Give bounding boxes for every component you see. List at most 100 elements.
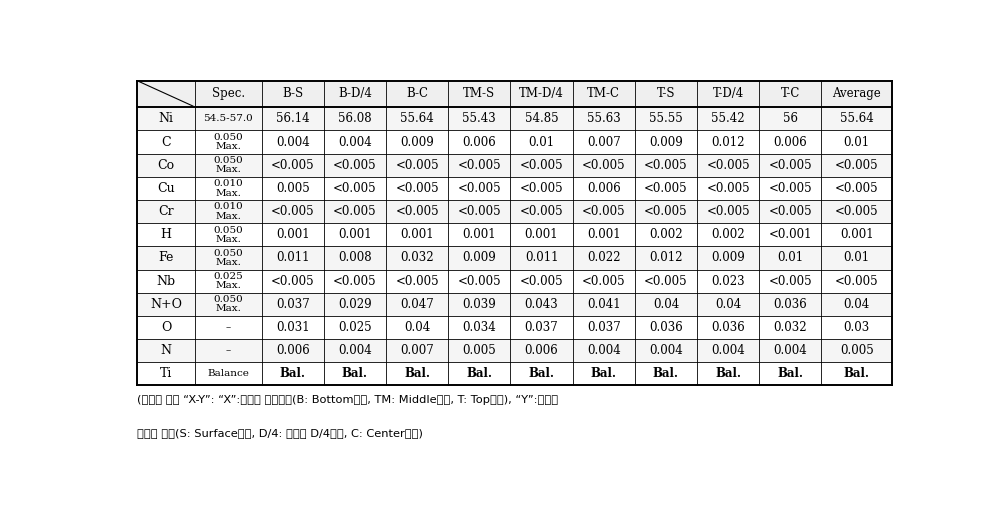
Text: <0.005: <0.005	[457, 182, 500, 195]
Text: 0.04: 0.04	[652, 298, 678, 311]
Text: <0.005: <0.005	[457, 275, 500, 288]
Text: <0.005: <0.005	[834, 275, 878, 288]
Text: 0.009: 0.009	[710, 252, 744, 265]
Text: 0.043: 0.043	[525, 298, 558, 311]
Text: <0.005: <0.005	[582, 205, 625, 218]
Text: 0.002: 0.002	[710, 228, 744, 241]
Text: 0.004: 0.004	[710, 344, 744, 357]
Text: 0.050: 0.050	[214, 249, 243, 258]
Text: <0.005: <0.005	[333, 275, 376, 288]
Text: Ti: Ti	[159, 367, 173, 380]
Text: B-C: B-C	[405, 88, 427, 101]
Text: Max.: Max.	[216, 281, 241, 290]
Bar	[137, 81, 891, 386]
Text: –: –	[226, 346, 231, 355]
Text: Bal.: Bal.	[342, 367, 367, 380]
Bar	[137, 293, 891, 316]
Text: 0.050: 0.050	[214, 133, 243, 142]
Text: 0.050: 0.050	[214, 156, 243, 165]
Text: 55.43: 55.43	[462, 113, 495, 126]
Text: 55.42: 55.42	[710, 113, 744, 126]
Text: Cr: Cr	[158, 205, 174, 218]
Text: TM-C: TM-C	[587, 88, 620, 101]
Text: <0.005: <0.005	[395, 275, 438, 288]
Text: T-C: T-C	[780, 88, 799, 101]
Text: 0.032: 0.032	[772, 321, 806, 334]
Text: 0.009: 0.009	[648, 135, 682, 148]
Text: 0.01: 0.01	[843, 135, 869, 148]
Text: Average: Average	[831, 88, 881, 101]
Bar	[137, 362, 891, 386]
Text: 0.005: 0.005	[839, 344, 873, 357]
Text: Fe: Fe	[158, 252, 174, 265]
Bar	[137, 107, 891, 130]
Bar	[137, 81, 891, 107]
Bar	[137, 223, 891, 246]
Text: <0.005: <0.005	[520, 159, 563, 172]
Text: 0.036: 0.036	[648, 321, 682, 334]
Text: Max.: Max.	[216, 304, 241, 314]
Text: 0.006: 0.006	[772, 135, 806, 148]
Text: <0.005: <0.005	[834, 205, 878, 218]
Text: <0.005: <0.005	[767, 159, 811, 172]
Text: Bal.: Bal.	[714, 367, 740, 380]
Text: 0.012: 0.012	[711, 135, 744, 148]
Text: C: C	[161, 135, 171, 148]
Text: Balance: Balance	[208, 369, 249, 378]
Text: 56: 56	[782, 113, 797, 126]
Text: 0.039: 0.039	[462, 298, 495, 311]
Text: <0.005: <0.005	[271, 205, 314, 218]
Text: <0.005: <0.005	[644, 275, 687, 288]
Text: <0.005: <0.005	[520, 205, 563, 218]
Text: 0.023: 0.023	[710, 275, 744, 288]
Text: 56.08: 56.08	[338, 113, 371, 126]
Bar	[137, 246, 891, 269]
Text: <0.001: <0.001	[768, 228, 811, 241]
Text: 55.55: 55.55	[648, 113, 682, 126]
Text: 0.006: 0.006	[586, 182, 620, 195]
Text: Bal.: Bal.	[280, 367, 305, 380]
Text: Max.: Max.	[216, 212, 241, 221]
Text: 0.04: 0.04	[843, 298, 869, 311]
Text: Bal.: Bal.	[465, 367, 491, 380]
Bar	[137, 316, 891, 339]
Text: TM-S: TM-S	[462, 88, 494, 101]
Text: 0.036: 0.036	[772, 298, 806, 311]
Text: 0.050: 0.050	[214, 226, 243, 234]
Text: <0.005: <0.005	[395, 205, 438, 218]
Text: 56.14: 56.14	[276, 113, 309, 126]
Text: Nb: Nb	[156, 275, 176, 288]
Text: 0.001: 0.001	[840, 228, 873, 241]
Text: N: N	[160, 344, 172, 357]
Text: –: –	[226, 323, 231, 332]
Text: Ni: Ni	[158, 113, 174, 126]
Text: <0.005: <0.005	[705, 205, 749, 218]
Text: 0.04: 0.04	[714, 298, 740, 311]
Text: <0.005: <0.005	[457, 159, 500, 172]
Text: Max.: Max.	[216, 258, 241, 267]
Text: <0.005: <0.005	[834, 159, 878, 172]
Text: <0.005: <0.005	[333, 159, 376, 172]
Text: Bal.: Bal.	[652, 367, 678, 380]
Text: 0.001: 0.001	[276, 228, 309, 241]
Text: B-D/4: B-D/4	[338, 88, 371, 101]
Text: 0.004: 0.004	[586, 344, 620, 357]
Text: 0.01: 0.01	[843, 252, 869, 265]
Text: 0.006: 0.006	[462, 135, 495, 148]
Text: 0.01: 0.01	[776, 252, 802, 265]
Text: 0.004: 0.004	[338, 344, 371, 357]
Text: 0.011: 0.011	[525, 252, 558, 265]
Text: (시편의 표기 “X-Y”: “X”:잉고트 높이구분(B: Bottom부위, TM: Middle부위, T: Top부위), “Y”:잉고트: (시편의 표기 “X-Y”: “X”:잉고트 높이구분(B: Bottom부위,…	[137, 395, 558, 405]
Text: 0.010: 0.010	[214, 179, 243, 188]
Text: 0.011: 0.011	[276, 252, 309, 265]
Text: 0.001: 0.001	[587, 228, 620, 241]
Text: 0.031: 0.031	[276, 321, 309, 334]
Bar	[137, 154, 891, 177]
Text: 55.63: 55.63	[586, 113, 620, 126]
Bar	[137, 200, 891, 223]
Text: 0.025: 0.025	[338, 321, 371, 334]
Text: Max.: Max.	[216, 165, 241, 175]
Text: <0.005: <0.005	[582, 159, 625, 172]
Text: 0.029: 0.029	[338, 298, 371, 311]
Text: 0.006: 0.006	[276, 344, 309, 357]
